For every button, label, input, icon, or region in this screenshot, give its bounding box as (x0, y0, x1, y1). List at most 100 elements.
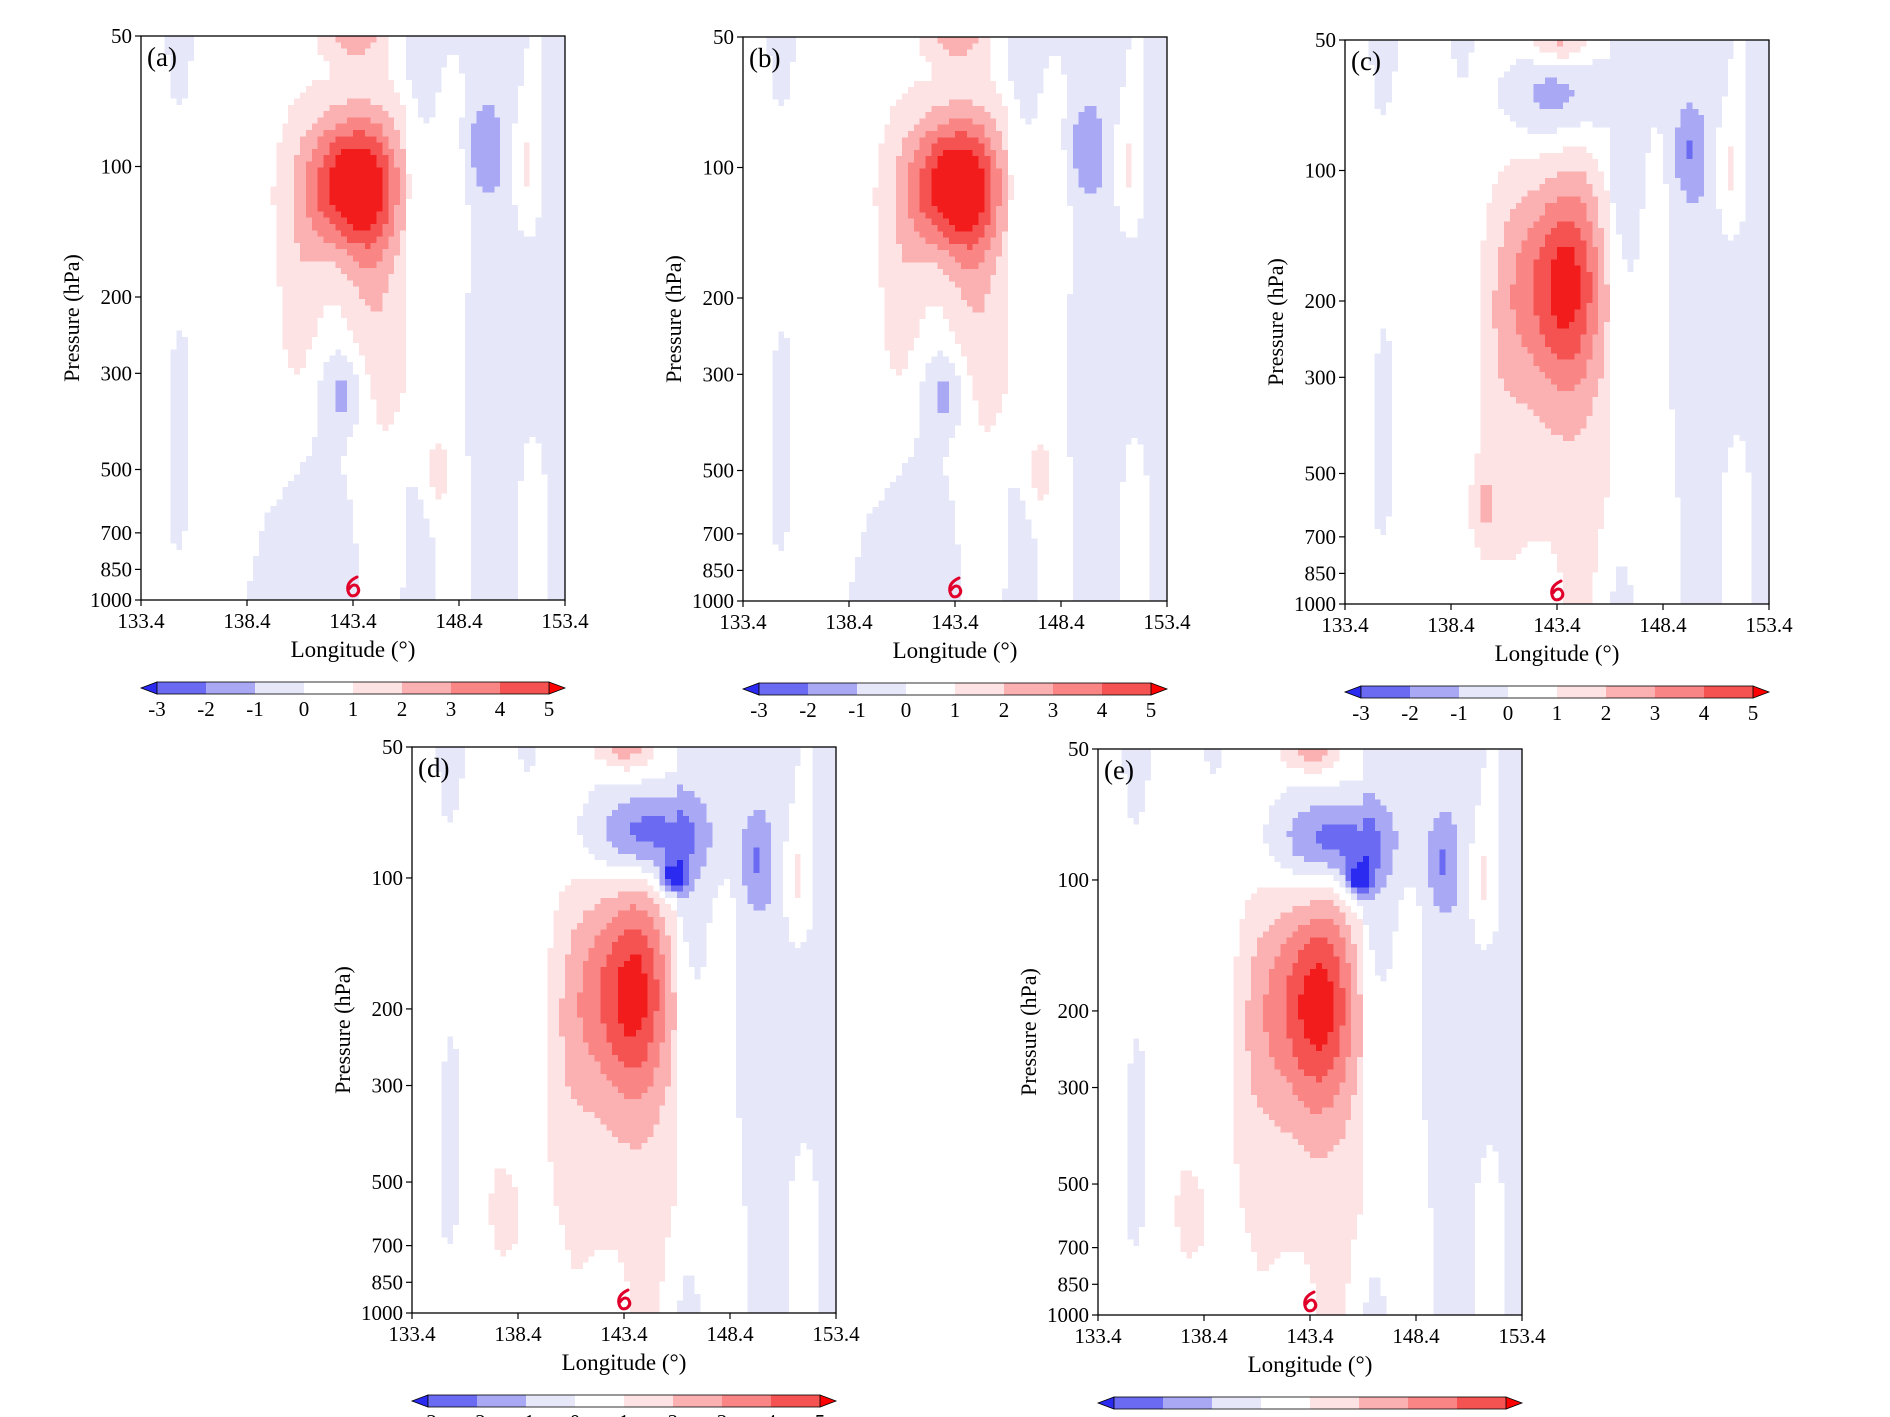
field-cell (512, 67, 519, 75)
field-cell (553, 86, 560, 93)
field-cell (276, 274, 283, 281)
field-cell (417, 261, 425, 269)
field-cell (411, 123, 419, 131)
field-cell (347, 361, 354, 369)
field-cell (152, 54, 160, 62)
field-cell (388, 173, 395, 181)
field-cell (282, 280, 289, 288)
field-cell (394, 130, 401, 137)
field-cell (500, 412, 507, 419)
field-cell (482, 380, 490, 388)
field-cell (523, 130, 531, 137)
field-cell (258, 299, 266, 307)
field-cell (559, 104, 566, 112)
field-cell (141, 42, 148, 50)
field-cell (335, 211, 342, 219)
field-cell (164, 368, 172, 375)
field-cell (529, 412, 537, 419)
field-cell (152, 48, 160, 56)
field-cell (441, 424, 448, 432)
field-cell (464, 318, 472, 325)
field-cell (194, 173, 201, 181)
field-cell (258, 249, 266, 256)
field-cell (488, 186, 495, 194)
field-cell (170, 292, 177, 300)
field-cell (388, 274, 395, 281)
field-cell (347, 186, 354, 194)
field-cell (441, 418, 448, 426)
field-cell (429, 380, 437, 388)
field-cell (453, 142, 460, 150)
field-cell (141, 324, 148, 332)
field-cell (553, 61, 560, 68)
field-cell (529, 255, 537, 263)
field-cell (252, 73, 260, 81)
field-cell (464, 167, 472, 175)
field-cell (382, 54, 389, 62)
field-cell (394, 224, 401, 231)
field-cell (247, 430, 254, 438)
field-cell (553, 205, 560, 213)
field-cell (411, 211, 419, 219)
field-cell (176, 305, 183, 313)
field-cell (547, 130, 554, 137)
field-cell (459, 374, 466, 382)
field-cell (347, 230, 354, 238)
field-cell (500, 267, 507, 275)
field-cell (529, 336, 537, 344)
field-cell (164, 242, 172, 250)
field-cell (282, 349, 289, 357)
field-cell (282, 399, 289, 407)
field-cell (435, 380, 442, 388)
field-cell (170, 242, 177, 250)
field-cell (288, 155, 295, 162)
field-cell (541, 424, 548, 432)
field-cell (370, 299, 378, 307)
field-cell (376, 117, 384, 125)
field-cell (411, 255, 419, 263)
field-cell (217, 48, 225, 56)
field-cell (500, 180, 507, 187)
field-cell (464, 42, 472, 50)
field-cell (252, 111, 260, 119)
field-cell (199, 267, 207, 275)
field-cell (423, 130, 431, 137)
field-cell (553, 355, 560, 363)
field-cell (476, 424, 484, 432)
field-cell (559, 123, 566, 131)
field-cell (535, 136, 543, 144)
field-cell (170, 42, 177, 50)
field-cell (411, 462, 419, 469)
field-cell (341, 236, 348, 244)
field-cell (276, 280, 283, 288)
field-cell (476, 211, 484, 219)
field-cell (459, 167, 466, 175)
field-cell (211, 255, 219, 263)
field-cell (170, 180, 177, 187)
field-cell (300, 98, 307, 106)
field-cell (276, 343, 283, 350)
field-cell (288, 405, 295, 413)
field-cell (223, 236, 230, 244)
field-cell (241, 386, 248, 394)
field-cell (341, 211, 348, 219)
field-cell (382, 242, 389, 250)
field-cell (217, 73, 225, 81)
field-cell (423, 180, 431, 187)
field-cell (276, 211, 283, 219)
field-cell (164, 330, 172, 338)
field-cell (476, 198, 484, 206)
field-cell (406, 386, 413, 394)
field-cell (311, 393, 319, 401)
field-cell (470, 311, 478, 319)
field-cell (182, 61, 189, 68)
field-cell (547, 155, 554, 162)
field-cell (411, 242, 419, 250)
field-cell (541, 330, 548, 338)
field-cell (282, 180, 289, 187)
field-cell (164, 249, 172, 256)
field-cell (323, 430, 331, 438)
field-cell (170, 443, 177, 451)
field-cell (482, 130, 490, 137)
field-cell (258, 324, 266, 332)
